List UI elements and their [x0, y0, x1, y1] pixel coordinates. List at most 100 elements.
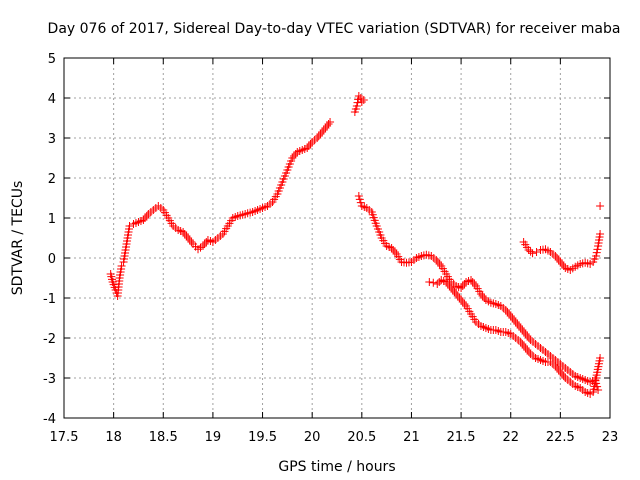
data-point	[185, 236, 194, 244]
data-point	[354, 92, 363, 100]
y-tick-label: -4	[43, 412, 56, 427]
plot-frame	[63, 57, 611, 419]
x-tick-label: 21	[403, 430, 420, 445]
x-tick-label: 23	[602, 430, 619, 445]
data-point	[476, 290, 485, 298]
data-point	[448, 286, 457, 294]
data-point	[523, 332, 532, 340]
x-tick-label: 18.5	[149, 430, 178, 445]
data-point	[443, 280, 452, 288]
data-point	[316, 130, 325, 138]
data-point	[592, 252, 601, 260]
data-point	[468, 278, 477, 286]
data-point	[460, 280, 469, 288]
x-axis-label: GPS time / hours	[278, 459, 395, 475]
series-arc-d	[425, 276, 605, 398]
series-arc-e	[519, 230, 605, 274]
y-tick-label: 0	[48, 252, 56, 267]
data-point	[556, 258, 565, 266]
data-point	[179, 228, 188, 236]
series-arc-c	[354, 192, 603, 394]
data-point	[432, 256, 441, 264]
data-point	[457, 284, 466, 292]
data-point	[594, 386, 603, 394]
data-point	[518, 340, 527, 348]
data-point	[516, 324, 525, 332]
data-point	[510, 316, 519, 324]
data-point	[480, 294, 489, 302]
x-tick-label: 22.5	[546, 430, 575, 445]
data-point	[442, 278, 451, 286]
data-point	[355, 195, 364, 204]
data-point	[554, 366, 563, 374]
data-point	[521, 344, 530, 352]
data-point	[433, 258, 442, 266]
data-point	[554, 256, 563, 264]
data-point	[553, 254, 562, 262]
data-point	[458, 298, 467, 306]
x-tick-label: 21.5	[447, 430, 476, 445]
data-point	[596, 354, 605, 362]
data-point	[139, 216, 148, 224]
data-point	[519, 342, 528, 350]
y-tick-label: -2	[43, 332, 56, 347]
data-point	[429, 278, 438, 287]
x-tick-label: 19	[205, 430, 222, 445]
data-point	[593, 245, 602, 254]
data-point	[551, 362, 560, 370]
data-point	[450, 288, 459, 296]
data-point	[521, 330, 530, 338]
data-point	[435, 278, 444, 286]
data-point	[182, 232, 191, 240]
data-point	[141, 214, 150, 222]
data-point	[558, 260, 567, 268]
data-point	[528, 249, 537, 258]
data-point	[425, 278, 434, 286]
data-point	[354, 192, 363, 200]
series-arc-f	[596, 202, 605, 210]
data-point	[506, 312, 515, 320]
x-tick-label: 17.5	[50, 430, 79, 445]
data-point	[359, 96, 368, 104]
y-tick-label: 5	[48, 52, 56, 67]
data-point	[184, 234, 193, 242]
ticks	[63, 57, 611, 419]
data-point	[516, 338, 525, 346]
data-point	[306, 140, 315, 148]
data-point	[288, 154, 297, 162]
data-point	[524, 348, 533, 356]
data-point	[447, 284, 456, 292]
data-point	[596, 230, 605, 238]
data-point	[319, 126, 328, 134]
data-point	[501, 306, 510, 314]
y-axis-label: SDTVAR / TECUs	[10, 181, 26, 296]
data-point	[314, 132, 323, 140]
data-point	[453, 292, 462, 300]
data-point	[553, 364, 562, 372]
data-point	[556, 368, 565, 376]
data-point	[390, 248, 399, 256]
data-point	[513, 320, 522, 328]
data-point	[291, 150, 300, 158]
data-point	[558, 370, 567, 378]
data-point	[389, 246, 398, 254]
series-arc-b	[350, 92, 368, 116]
data-point	[198, 242, 207, 250]
x-tick-label: 20.5	[347, 430, 376, 445]
data-point	[524, 246, 533, 254]
data-point	[503, 308, 512, 316]
x-tick-label: 19.5	[248, 430, 277, 445]
data-point	[455, 294, 464, 302]
data-point	[559, 262, 568, 270]
data-point	[478, 292, 487, 300]
data-point	[142, 212, 151, 220]
data-point	[467, 276, 476, 284]
data-point	[596, 202, 605, 210]
data-point	[200, 240, 209, 248]
data-point	[519, 328, 528, 336]
data-point	[180, 230, 189, 238]
data-point	[523, 346, 532, 354]
chart-title: Day 076 of 2017, Sidereal Day-to-day VTE…	[48, 21, 621, 37]
data-point	[352, 102, 361, 110]
